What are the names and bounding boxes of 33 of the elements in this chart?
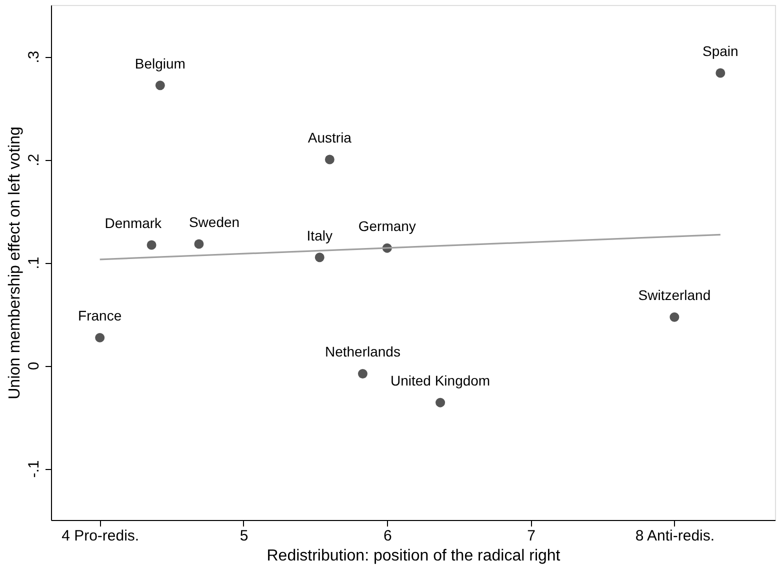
annotation: Italy: [306, 227, 332, 244]
annotation: Austria: [308, 130, 352, 146]
y-tick-label: .3: [26, 50, 42, 64]
annotation: United Kingdom: [390, 372, 490, 389]
y-tick-label: .2: [26, 154, 42, 166]
y-tick-label: 0: [26, 362, 42, 370]
point: [436, 398, 446, 408]
x-tick-label: 6: [383, 528, 392, 544]
point: [314, 252, 324, 262]
annotation: Denmark: [104, 214, 163, 231]
x-tick-label: 5: [240, 528, 248, 544]
annotation: France: [78, 308, 122, 324]
point: [358, 369, 368, 378]
y-axis-title: Union membership effect on left voting: [6, 126, 24, 400]
point: [155, 80, 165, 90]
annotation: Netherlands: [324, 344, 400, 360]
annotation: Sweden: [188, 214, 240, 230]
point: [324, 154, 334, 164]
annotation: Germany: [358, 218, 416, 234]
y-tick-label: .1: [26, 256, 42, 270]
point: [95, 332, 105, 342]
annotation: Switzerland: [638, 287, 711, 304]
x-tick-label: 4 Pro-redis.: [62, 528, 140, 544]
x-axis-title: Redistribution: position of the radical right: [266, 548, 561, 564]
point: [670, 312, 680, 322]
point: [716, 68, 726, 78]
point: [194, 239, 204, 249]
x-tick-label: 8 Anti-redis.: [635, 528, 715, 544]
annotation: Spain: [702, 42, 738, 59]
annotation: Belgium: [134, 55, 186, 72]
x-tick-label: 7: [527, 528, 536, 544]
y-tick-label: -.1: [26, 460, 42, 478]
point: [146, 240, 156, 250]
